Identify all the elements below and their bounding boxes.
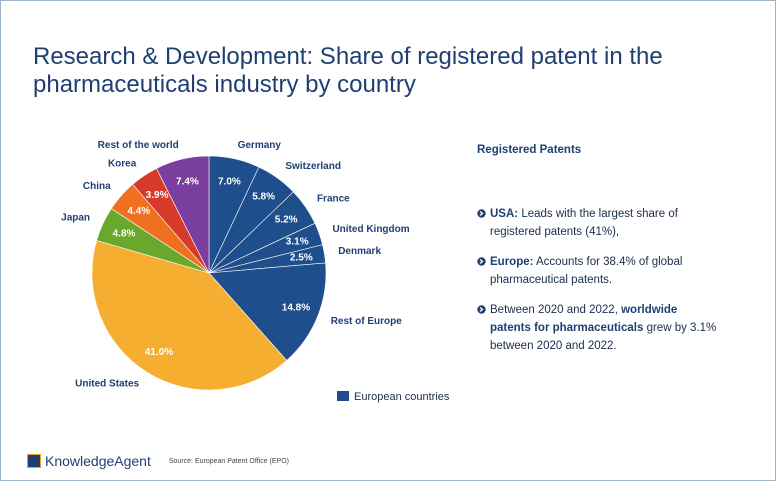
pie-slice [91,240,288,391]
bullet: Europe: Accounts for 38.4% of global pha… [477,253,717,289]
category-label: France [317,193,350,204]
category-label: Germany [238,140,282,151]
category-label: Rest of Europe [331,316,403,327]
chart: 7.0% Germany 5.8% Switzerland 5.2% France 3.1%… [61,140,450,403]
category-label: United Kingdom [332,224,409,235]
value-label: 3.1% [286,236,309,247]
bullet-icon [477,305,486,314]
value-label: 3.9% [146,190,169,201]
value-label: 14.8% [282,302,310,313]
category-label: Japan [61,213,90,224]
legend-swatch [337,391,349,401]
category-label: Denmark [338,246,381,257]
bullet-text: Leads with the largest share of register… [490,208,678,238]
panel-title: Registered Patents [477,144,582,156]
source: Source: European Patent Office (EPO) [168,457,289,465]
bullet-icon [477,257,486,266]
value-label: 41.0% [145,347,173,358]
category-label: China [83,181,111,192]
value-label: 4.8% [113,228,136,239]
info-panel: Registered Patents USA: Leads with the l… [477,141,717,367]
bullet-text: Europe: [490,256,534,268]
bullet: USA: Leads with the largest share of reg… [477,205,717,241]
slide-title: Research & Development: Share of registe… [33,43,663,98]
value-label: 2.5% [290,252,313,263]
category-label: Korea [108,159,137,170]
footer: KnowledgeAgent Source: European Patent O… [27,453,289,469]
logo-icon [27,454,41,468]
pie-slice [208,262,327,361]
logo: KnowledgeAgent [45,453,151,469]
bullet-text: USA: [490,208,519,220]
bullet-list: USA: Leads with the largest share of reg… [477,205,717,355]
bullet-icon [477,209,486,218]
value-label: 4.4% [127,206,150,217]
bullet-text: worldwide patents for pharmaceuticals [490,304,678,334]
category-label: Rest of the world [98,140,179,151]
value-label: 5.2% [275,215,298,226]
legend-label: European countries [354,391,450,403]
bullet: Between 2020 and 2022, worldwide patents… [477,301,717,355]
category-label: Switzerland [285,161,341,172]
bullet-text: Between 2020 and 2022, [490,304,622,316]
pie-slice [156,155,210,274]
category-label: United States [75,378,139,389]
value-label: 7.0% [218,176,241,187]
bullet-text: Accounts for 38.4% of global pharmaceuti… [490,256,683,286]
bullet-text: grew by 3.1% between 2020 and 2022. [490,322,717,352]
value-label: 7.4% [176,177,199,188]
value-label: 5.8% [252,192,275,203]
